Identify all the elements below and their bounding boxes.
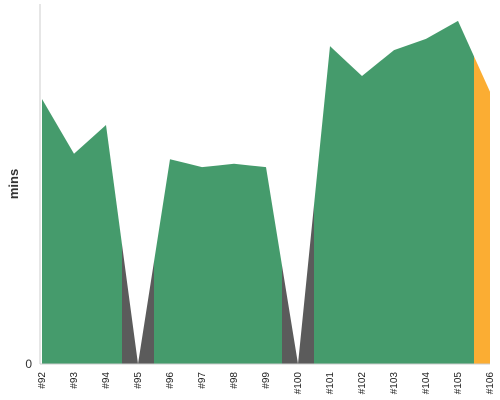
x-tick-label: #103	[389, 372, 400, 395]
x-tick-label: #100	[293, 372, 304, 395]
x-tick-label: #97	[197, 372, 208, 389]
area-segment-build-94[interactable]	[90, 125, 122, 364]
area-segment-build-97[interactable]	[186, 163, 218, 364]
area-segment-build-93[interactable]	[58, 126, 90, 365]
area-segment-build-101[interactable]	[314, 46, 346, 364]
x-tick-label: #98	[229, 372, 240, 389]
area-segment-build-98[interactable]	[218, 163, 250, 364]
area-segment-build-103[interactable]	[378, 44, 410, 365]
y-tick-label: 0	[25, 357, 32, 371]
area-segment-build-96[interactable]	[154, 159, 186, 364]
x-tick-label: #99	[261, 372, 272, 389]
x-tick-labels: #92 #93 #94 #95 #96 #97 #98 #99 #100 #101 #102 #103…	[37, 372, 496, 395]
area-segment-build-104[interactable]	[410, 29, 442, 365]
area-segment-build-100[interactable]	[282, 205, 314, 364]
area-segment-build-102[interactable]	[346, 61, 378, 364]
area-segment-build-106[interactable]	[474, 56, 490, 365]
x-tick-label: #94	[101, 372, 112, 389]
area-segment-build-95[interactable]	[122, 244, 154, 365]
x-tick-label: #93	[69, 372, 80, 389]
x-tick-label: #92	[37, 372, 48, 389]
x-tick-label: #105	[453, 372, 464, 395]
area-segment-build-92[interactable]	[42, 99, 58, 364]
x-tick-label: #104	[421, 372, 432, 395]
area-segment-build-105[interactable]	[442, 20, 474, 365]
area-segment-build-99[interactable]	[250, 165, 282, 365]
x-tick-label: #106	[485, 372, 496, 395]
chart-areas	[42, 20, 490, 365]
x-tick-label: #95	[133, 372, 144, 389]
x-tick-label: #101	[325, 372, 336, 395]
x-tick-label: #102	[357, 372, 368, 395]
y-axis-label: mins	[6, 169, 21, 199]
x-tick-label: #96	[165, 372, 176, 389]
